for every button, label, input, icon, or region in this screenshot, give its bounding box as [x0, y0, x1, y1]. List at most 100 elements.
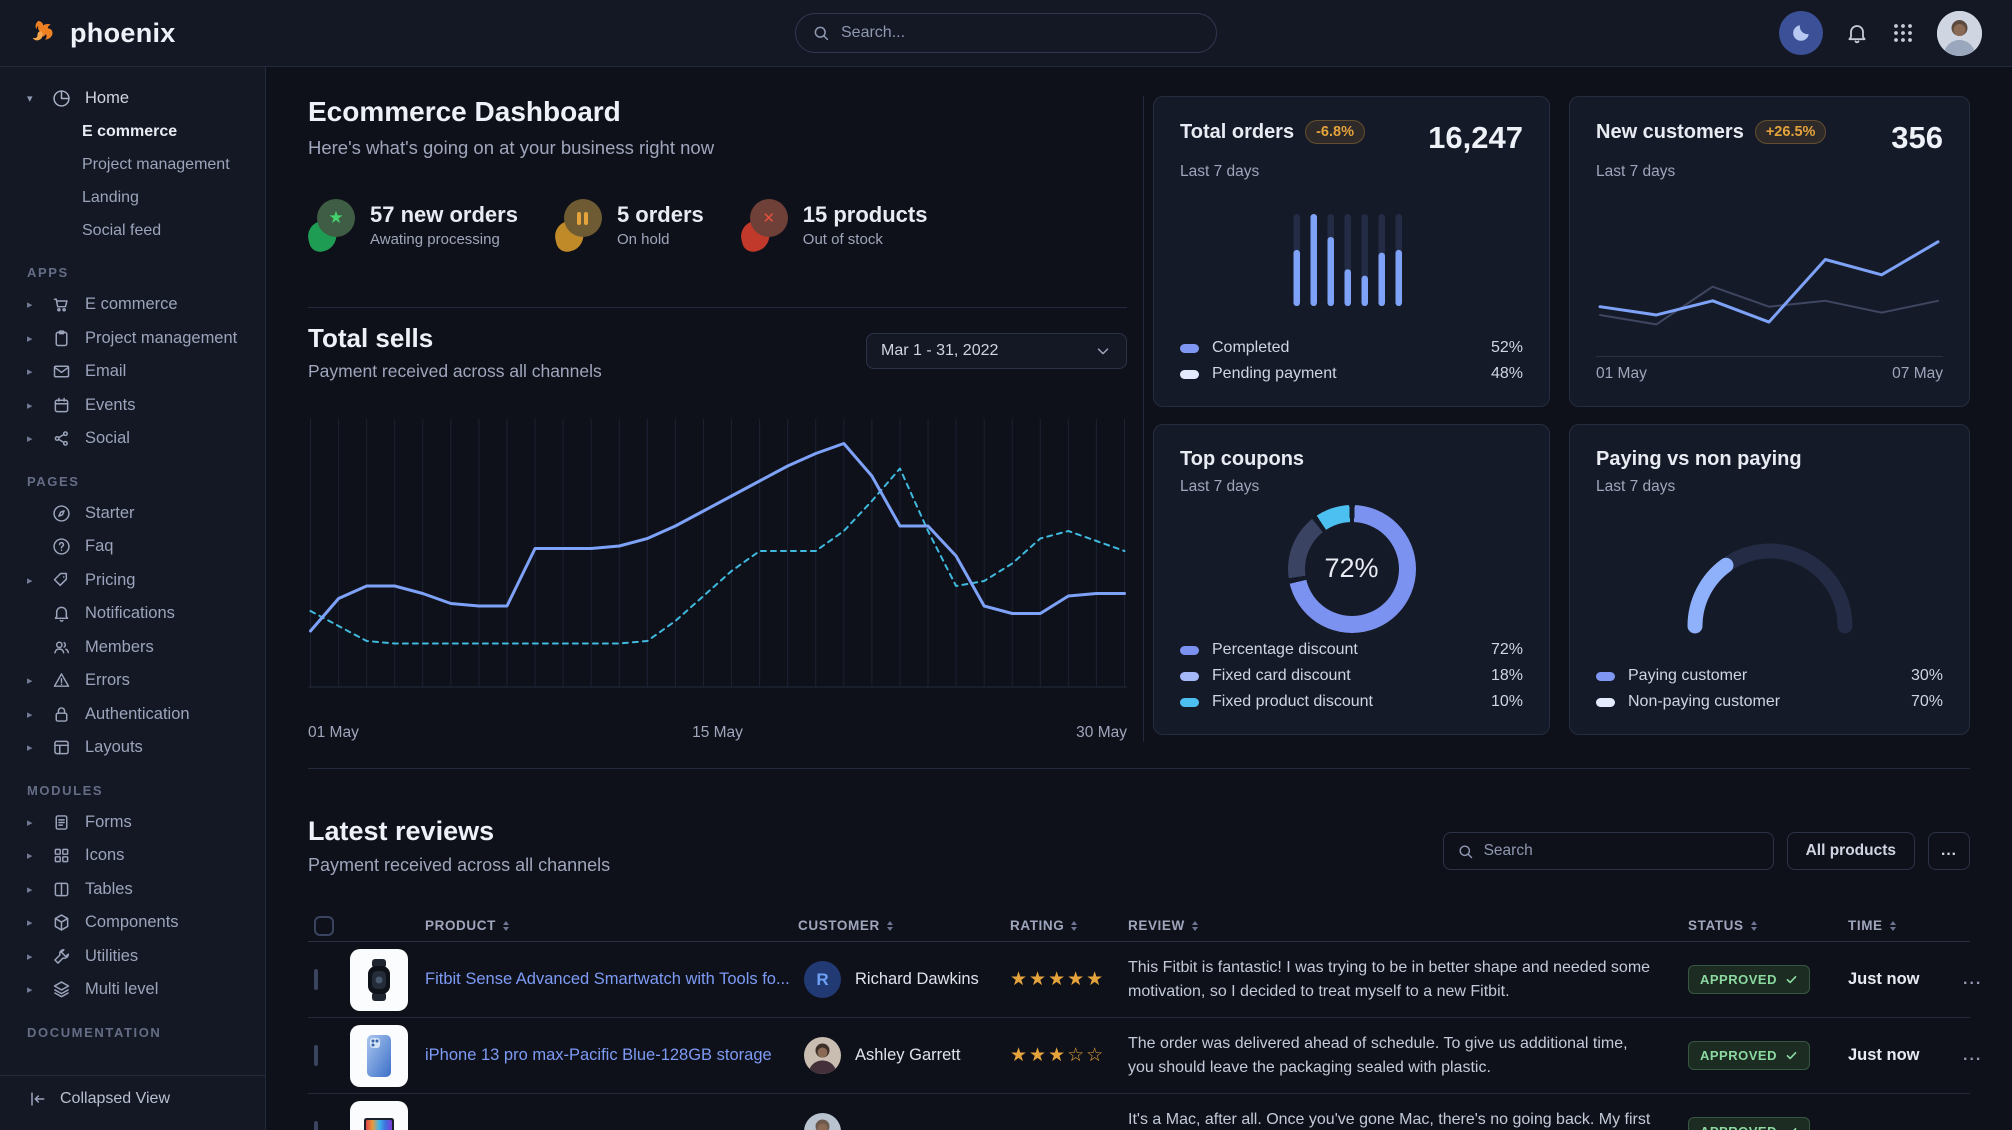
sort-icon[interactable] — [502, 920, 509, 931]
sidebar-item-icons[interactable]: ▸ Icons — [0, 839, 265, 873]
caret-right-icon: ▸ — [27, 742, 33, 755]
row-checkbox[interactable] — [314, 1044, 318, 1066]
sidebar-subitem-project-management[interactable]: Project management — [82, 155, 230, 173]
caret-right-icon: ▸ — [27, 574, 33, 587]
top-coupons-period: Last 7 days — [1180, 478, 1260, 495]
reviews-table: PRODUCT CUSTOMER RATING REVIEW STATUS TIME Fi… — [308, 910, 1980, 1130]
sidebar-item-label: Notifications — [85, 604, 175, 623]
row-checkbox[interactable] — [314, 968, 318, 990]
sidebar-item-tables[interactable]: ▸ Tables — [0, 873, 265, 907]
legend-row: Completed 52% — [1180, 339, 1523, 357]
product-link[interactable]: iPhone 13 pro max-Pacific Blue-128GB sto… — [425, 1046, 772, 1064]
sidebar-item-utilities[interactable]: ▸ Utilities — [0, 940, 265, 974]
legend-swatch — [1180, 343, 1199, 353]
column-header-product[interactable]: PRODUCT — [344, 918, 798, 933]
x-label-start: 01 May — [308, 724, 359, 741]
all-products-button[interactable]: All products — [1786, 832, 1915, 870]
customer-avatar — [804, 1037, 841, 1074]
review-row: iPhone 13 pro max-Pacific Blue-128GB sto… — [308, 1018, 1980, 1094]
column-header-review[interactable]: REVIEW — [1128, 918, 1688, 933]
check-icon — [1786, 1051, 1797, 1060]
user-avatar[interactable] — [1937, 10, 1982, 56]
row-more-button[interactable]: ... — [1963, 1046, 1983, 1064]
sidebar-item-multi-level[interactable]: ▸ Multi level — [0, 973, 265, 1007]
stat-value: 5 orders — [616, 202, 704, 227]
sidebar-item-social[interactable]: ▸ Social — [0, 422, 265, 456]
sidebar-item-starter[interactable]: Starter — [0, 497, 265, 531]
sidebar-item-events[interactable]: ▸ Events — [0, 389, 265, 423]
sort-icon[interactable] — [886, 920, 893, 931]
reviews-more-button[interactable]: ... — [1928, 832, 1970, 870]
total-orders-legend: Completed 52% Pending payment 48% — [1180, 339, 1523, 383]
sidebar-item-forms[interactable]: ▸ Forms — [0, 806, 265, 840]
column-header-time[interactable]: TIME — [1848, 918, 1963, 933]
date-range-select[interactable]: Mar 1 - 31, 2022 — [866, 333, 1127, 369]
new-customers-x-axis: 01 May 07 May — [1596, 356, 1943, 383]
sort-icon[interactable] — [1750, 920, 1757, 931]
nine-dots-icon — [1891, 21, 1915, 45]
sidebar-item-label: Home — [85, 88, 130, 107]
top-coupons-title: Top coupons — [1180, 448, 1305, 470]
select-all-checkbox[interactable] — [314, 915, 334, 936]
row-more-button[interactable]: ... — [1963, 970, 1983, 988]
dashboard-top-section: Ecommerce Dashboard Here's what's going … — [304, 96, 1970, 769]
stat-value: 15 products — [802, 202, 928, 227]
mail-icon — [51, 361, 72, 382]
legend-value: 48% — [1490, 365, 1523, 382]
bell-icon — [51, 603, 72, 624]
reviews-search[interactable] — [1442, 832, 1774, 870]
total-sells-title: Total sells — [308, 323, 434, 353]
sidebar-item-home[interactable]: ▾ Home — [0, 81, 265, 115]
product-link[interactable]: Fitbit Sense Advanced Smartwatch with To… — [425, 970, 790, 988]
sidebar-subitem-e-commerce[interactable]: E commerce — [82, 122, 178, 140]
notifications-button[interactable] — [1845, 21, 1869, 45]
apps-grid-button[interactable] — [1891, 21, 1915, 45]
moon-icon — [1790, 22, 1812, 44]
global-search[interactable] — [795, 13, 1217, 53]
sidebar-item-members[interactable]: Members — [0, 631, 265, 665]
sidebar-item-project-management[interactable]: ▸ Project management — [0, 322, 265, 356]
sidebar-item-authentication[interactable]: ▸ Authentication — [0, 698, 265, 732]
reviews-search-input[interactable] — [1483, 842, 1760, 860]
row-checkbox[interactable] — [314, 1120, 318, 1130]
legend-value: 70% — [1910, 693, 1943, 710]
sidebar-item-label: Utilities — [85, 946, 139, 965]
sidebar-item-errors[interactable]: ▸ Errors — [0, 664, 265, 698]
customer-name: Ashley Garrett — [855, 1046, 961, 1064]
sidebar-item-components[interactable]: ▸ Components — [0, 906, 265, 940]
legend-row: Paying customer 30% — [1596, 667, 1943, 685]
status-badge: APPROVED — [1688, 1041, 1810, 1070]
legend-value: 18% — [1490, 667, 1523, 684]
collapse-view-toggle[interactable]: Collapsed View — [0, 1075, 265, 1122]
sort-icon[interactable] — [1889, 920, 1896, 931]
row-more-button[interactable]: ... — [1963, 1123, 1990, 1130]
rating-stars: ★★★★★ — [1010, 969, 1106, 990]
layout-icon — [51, 737, 72, 758]
sidebar-subitem-social-feed[interactable]: Social feed — [82, 221, 162, 239]
sidebar-item-email[interactable]: ▸ Email — [0, 355, 265, 389]
sort-icon[interactable] — [1191, 920, 1198, 931]
sort-icon[interactable] — [1071, 920, 1078, 931]
legend-label: Percentage discount — [1212, 641, 1358, 658]
product-thumbnail — [350, 1100, 408, 1130]
sidebar-item-e-commerce[interactable]: ▸ E commerce — [0, 288, 265, 322]
customer-photo — [804, 1037, 841, 1074]
caret-right-icon: ▸ — [27, 675, 33, 688]
sidebar-subitem-landing[interactable]: Landing — [82, 188, 139, 206]
sidebar-item-notifications[interactable]: Notifications — [0, 597, 265, 631]
theme-toggle-button[interactable] — [1779, 11, 1823, 55]
total-sells-subtitle: Payment received across all channels — [308, 361, 602, 381]
sidebar-item-faq[interactable]: Faq — [0, 530, 265, 564]
sidebar-item-pricing[interactable]: ▸ Pricing — [0, 564, 265, 598]
sidebar-item-layouts[interactable]: ▸ Layouts — [0, 731, 265, 765]
sidebar-item-label: Authentication — [85, 704, 190, 723]
cube-icon — [51, 912, 72, 933]
column-header-customer[interactable]: CUSTOMER — [798, 918, 1010, 933]
brand-logo[interactable]: phoenix — [30, 18, 176, 49]
column-header-rating[interactable]: RATING — [1010, 918, 1128, 933]
global-search-input[interactable] — [841, 24, 1200, 42]
total-orders-bar-chart — [1293, 214, 1402, 306]
column-header-status[interactable]: STATUS — [1688, 918, 1848, 933]
grid-icon — [51, 845, 72, 866]
